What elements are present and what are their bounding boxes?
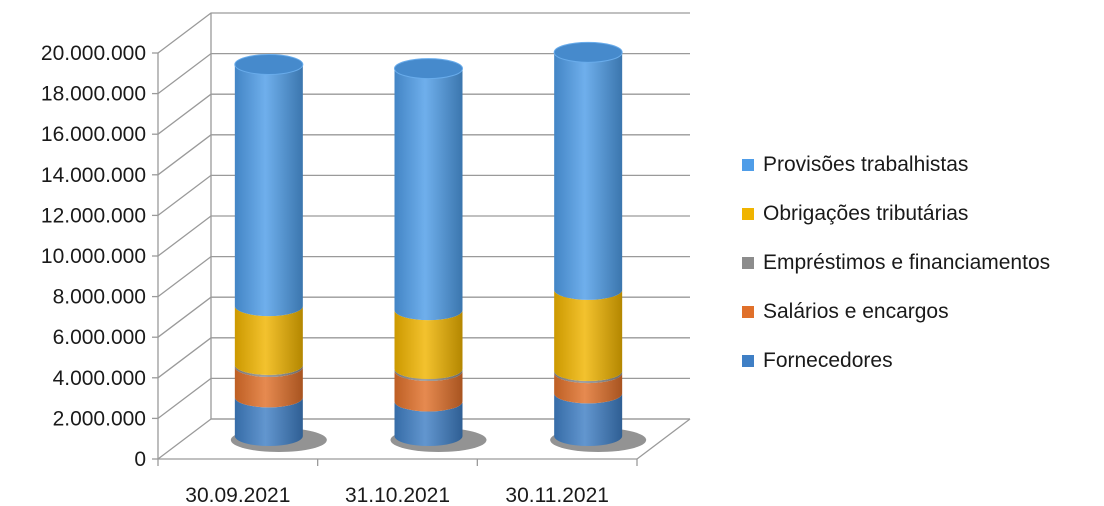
floor-right-edge [636, 418, 691, 460]
legend: Provisões trabalhistas Obrigações tributá… [742, 140, 1102, 385]
bar-segment [394, 369, 463, 382]
bar-top-cap [553, 41, 623, 63]
x-tick-label: 30.09.2021 [185, 484, 290, 506]
legend-swatch [742, 158, 754, 171]
gridline [157, 134, 690, 176]
bar-top-cap [394, 58, 463, 80]
y-tick-label: 16.000.000 [41, 123, 146, 146]
gridline [157, 12, 690, 54]
x-tick-label: 31.10.2021 [345, 484, 450, 506]
bar-segment [554, 289, 623, 382]
legend-swatch [742, 207, 754, 220]
legend-label: Empréstimos e financiamentos [763, 250, 1051, 274]
gridline [157, 296, 690, 338]
bar-stack [550, 41, 647, 452]
y-tick-label: 18.000.000 [41, 83, 146, 106]
axes [152, 52, 638, 466]
y-axis-tick-labels: 0 2.000.000 4.000.000 6.000.000 8.000.000 10.… [41, 42, 146, 471]
legend-label: Obrigações tributárias [763, 201, 969, 225]
y-tick-label: 10.000.000 [41, 245, 146, 268]
gridline [157, 174, 690, 216]
gridline [157, 255, 690, 298]
gridline [157, 52, 690, 95]
y-tick-label: 14.000.000 [41, 164, 146, 187]
bar-segment [394, 68, 463, 321]
legend-item: Salários e encargos [742, 287, 1102, 336]
bars [230, 41, 647, 452]
legend-swatch [742, 305, 754, 318]
y-tick-label: 2.000.000 [53, 407, 146, 430]
gridline [157, 337, 690, 379]
bar-stack [230, 54, 327, 452]
bar-segment [394, 371, 463, 412]
bar-top-cap [234, 54, 304, 76]
bar-segment [234, 64, 303, 317]
bar-segment [554, 52, 623, 300]
legend-label: Fornecedores [763, 348, 893, 372]
gridlines [157, 12, 690, 460]
legend-label: Provisões trabalhistas [763, 152, 969, 176]
bar-segment [234, 306, 303, 375]
bar-segment [394, 401, 463, 447]
y-tick-label: 4.000.000 [53, 367, 146, 390]
x-axis-category-labels: 30.09.2021 31.10.2021 30.11.2021 [185, 484, 609, 506]
bar-segment [234, 397, 303, 446]
bar-segment [554, 393, 623, 447]
y-tick-label: 12.000.000 [41, 204, 146, 227]
y-tick-label: 0 [134, 448, 146, 471]
gridline [157, 93, 690, 135]
y-tick-label: 6.000.000 [53, 326, 146, 349]
x-tick-label: 30.11.2021 [505, 484, 609, 506]
legend-item: Obrigações tributárias [742, 189, 1102, 238]
gridline [157, 418, 690, 460]
legend-swatch [742, 256, 754, 269]
y-tick-label: 8.000.000 [53, 286, 146, 309]
y-tick-label: 20.000.000 [41, 42, 146, 65]
legend-item: Fornecedores [742, 336, 1102, 385]
bar-segment [234, 366, 303, 408]
bar-segment [554, 373, 623, 404]
gridline [157, 377, 690, 419]
bar-segment [394, 310, 463, 380]
bar-stack [390, 58, 487, 452]
legend-swatch [742, 354, 754, 367]
legend-item: Provisões trabalhistas [742, 140, 1102, 189]
bar-segment [234, 364, 303, 377]
gridline [157, 215, 690, 257]
bar-segment [554, 371, 623, 384]
legend-label: Salários e encargos [763, 299, 949, 323]
legend-item: Empréstimos e financiamentos [742, 238, 1102, 287]
